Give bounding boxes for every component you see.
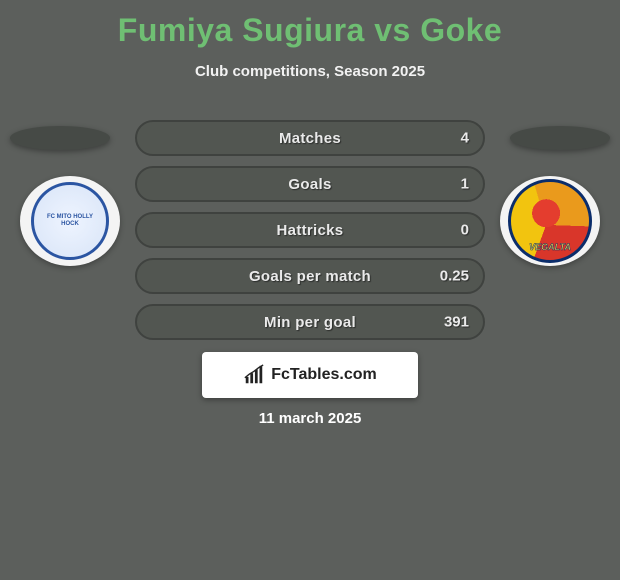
stat-label: Goals per match [137, 268, 483, 285]
stat-row: Goals per match 0.25 [135, 258, 485, 294]
stat-value-right: 0.25 [440, 268, 469, 285]
left-club-badge-label: FC MITO HOLLY HOCK [31, 182, 109, 260]
left-player-oval [10, 126, 110, 150]
stat-label: Hattricks [137, 222, 483, 239]
brand-label: FcTables.com [271, 366, 377, 384]
stat-value-right: 1 [461, 176, 469, 193]
stat-label: Matches [137, 130, 483, 147]
right-player-oval [510, 126, 610, 150]
brand-box[interactable]: FcTables.com [202, 352, 418, 398]
right-club-badge: VEGALTA [500, 176, 600, 266]
comparison-card: Fumiya Sugiura vs Goke Club competitions… [0, 0, 620, 580]
left-club-badge: FC MITO HOLLY HOCK [20, 176, 120, 266]
stats-list: Matches 4 Goals 1 Hattricks 0 Goals per … [135, 120, 485, 350]
stat-label: Goals [137, 176, 483, 193]
bar-chart-icon [243, 364, 265, 386]
stat-value-right: 4 [461, 130, 469, 147]
stat-value-right: 391 [444, 314, 469, 331]
stat-row: Goals 1 [135, 166, 485, 202]
stat-row: Matches 4 [135, 120, 485, 156]
page-subtitle: Club competitions, Season 2025 [0, 63, 620, 80]
stat-row: Hattricks 0 [135, 212, 485, 248]
right-club-badge-label: VEGALTA [508, 179, 592, 263]
stat-label: Min per goal [137, 314, 483, 331]
page-title: Fumiya Sugiura vs Goke [0, 0, 620, 49]
footer-date: 11 march 2025 [0, 410, 620, 427]
stat-value-right: 0 [461, 222, 469, 239]
stat-row: Min per goal 391 [135, 304, 485, 340]
